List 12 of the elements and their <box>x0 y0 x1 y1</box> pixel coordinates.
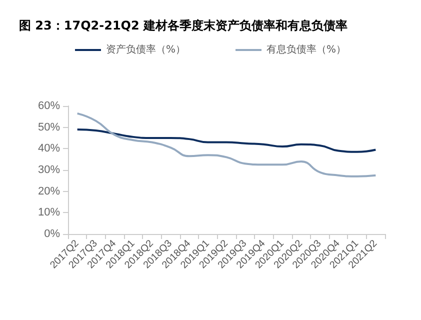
line-series <box>76 112 377 178</box>
y-tick-label: 60% <box>38 100 60 112</box>
legend-label: 有息负债率（%） <box>266 44 346 56</box>
chart-title: 图 23：17Q2-21Q2 建材各季度末资产负债率和有息负债率 <box>19 18 348 32</box>
y-tick-label: 20% <box>38 185 60 198</box>
y-tick-label: 50% <box>38 121 60 134</box>
y-tick-label: 10% <box>38 206 60 219</box>
line-series <box>76 128 377 153</box>
y-tick-label: 40% <box>38 142 60 155</box>
y-tick-label: 0% <box>44 228 60 240</box>
legend-label: 资产负债率（%） <box>106 44 186 56</box>
y-tick-label: 30% <box>38 164 60 176</box>
